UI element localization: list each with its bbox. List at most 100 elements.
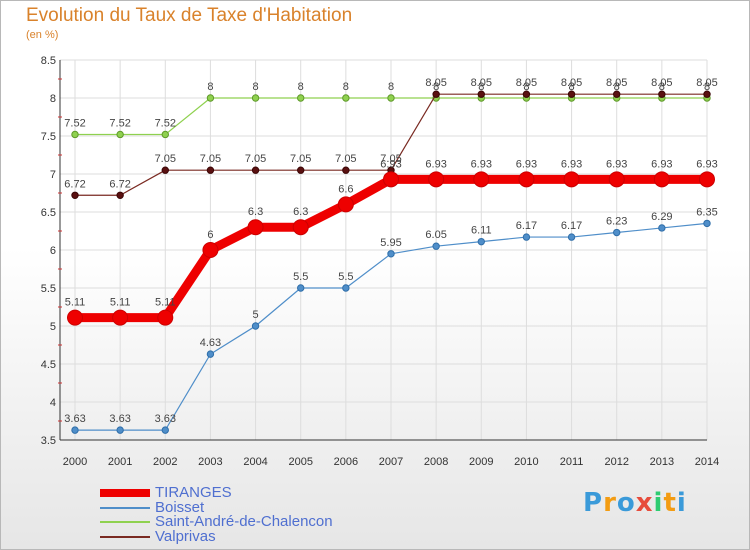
chart-title: Evolution du Taux de Taxe d'Habitation bbox=[26, 5, 353, 26]
data-label-tiranges: 6.93 bbox=[696, 158, 717, 170]
logo-letter: o bbox=[616, 488, 636, 518]
y-tick-label: 6 bbox=[50, 245, 56, 257]
y-tick-label: 5.5 bbox=[41, 283, 56, 295]
data-label-saint-andre: 7.52 bbox=[155, 117, 176, 129]
data-label-boisset: 6.17 bbox=[561, 220, 582, 232]
data-point-tiranges bbox=[67, 309, 83, 326]
data-label-tiranges: 6.3 bbox=[248, 206, 263, 218]
data-label-tiranges: 6.93 bbox=[425, 158, 446, 170]
x-tick-label: 2008 bbox=[424, 456, 448, 468]
x-tick-label: 2000 bbox=[63, 456, 87, 468]
data-point-boisset bbox=[522, 233, 531, 241]
data-point-tiranges bbox=[653, 171, 670, 188]
data-point-tiranges bbox=[699, 171, 715, 188]
data-label-valprivas: 7.05 bbox=[245, 153, 266, 165]
data-point-boisset bbox=[477, 237, 485, 246]
data-label-valprivas: 8.05 bbox=[696, 77, 717, 89]
data-point-boisset bbox=[387, 250, 395, 258]
y-tick-label: 4 bbox=[50, 397, 56, 409]
data-label-saint-andre: 8 bbox=[343, 81, 349, 93]
data-point-valprivas bbox=[161, 166, 169, 174]
data-point-valprivas bbox=[658, 90, 666, 98]
data-label-saint-andre: 8 bbox=[659, 81, 665, 93]
data-label-boisset: 5.95 bbox=[380, 237, 401, 249]
data-label-valprivas: 8.05 bbox=[425, 77, 446, 89]
data-label-tiranges: 6.93 bbox=[516, 158, 537, 170]
data-point-boisset bbox=[703, 219, 711, 228]
data-label-boisset: 5.5 bbox=[338, 271, 353, 283]
data-label-saint-andre: 8 bbox=[478, 81, 484, 93]
data-point-tiranges bbox=[383, 171, 399, 188]
data-label-tiranges: 6 bbox=[207, 229, 213, 241]
data-point-saint-andre bbox=[297, 94, 305, 102]
logo-letter: t bbox=[663, 488, 677, 518]
data-point-tiranges bbox=[608, 171, 625, 188]
data-point-valprivas bbox=[477, 90, 485, 98]
data-label-saint-andre: 8 bbox=[704, 81, 710, 93]
data-point-saint-andre bbox=[206, 94, 215, 102]
data-label-tiranges: 5.11 bbox=[110, 297, 131, 309]
data-point-boisset bbox=[251, 322, 260, 330]
x-tick-label: 2012 bbox=[604, 456, 628, 468]
data-label-valprivas: 8.05 bbox=[516, 77, 537, 89]
data-label-tiranges: 5.11 bbox=[65, 297, 86, 309]
logo-letter: i bbox=[653, 488, 664, 518]
data-label-saint-andre: 8 bbox=[523, 81, 529, 93]
data-label-valprivas: 7.05 bbox=[380, 153, 401, 165]
y-tick-label: 5 bbox=[50, 321, 56, 333]
x-tick-label: 2003 bbox=[198, 456, 222, 468]
data-label-saint-andre: 8 bbox=[388, 81, 394, 93]
data-label-tiranges: 6.93 bbox=[380, 158, 401, 170]
data-label-valprivas: 7.05 bbox=[200, 153, 221, 165]
data-point-boisset bbox=[432, 242, 440, 250]
data-point-valprivas bbox=[567, 90, 576, 98]
y-tick-label: 6.5 bbox=[41, 207, 56, 219]
x-tick-label: 2010 bbox=[514, 456, 538, 468]
x-tick-label: 2009 bbox=[469, 456, 493, 468]
legend-swatch-valprivas bbox=[100, 535, 150, 538]
data-point-tiranges bbox=[473, 171, 490, 188]
data-label-valprivas: 7.05 bbox=[335, 153, 356, 165]
data-label-boisset: 6.29 bbox=[651, 211, 672, 223]
logo-letter: i bbox=[676, 488, 687, 518]
y-tick-label: 7 bbox=[50, 169, 56, 181]
y-tick-label: 7.5 bbox=[41, 131, 56, 143]
x-tick-label: 2011 bbox=[560, 456, 584, 468]
data-label-tiranges: 6.93 bbox=[471, 158, 492, 170]
data-label-tiranges: 6.93 bbox=[651, 158, 672, 170]
data-point-tiranges bbox=[563, 171, 580, 188]
data-point-valprivas bbox=[703, 90, 711, 98]
x-tick-label: 2013 bbox=[650, 456, 674, 468]
data-label-tiranges: 6.93 bbox=[606, 158, 627, 170]
data-label-boisset: 6.35 bbox=[696, 206, 717, 218]
data-point-boisset bbox=[161, 426, 169, 434]
legend-label-valprivas: Valprivas bbox=[155, 527, 216, 545]
logo-letter: r bbox=[603, 488, 617, 518]
data-label-boisset: 3.63 bbox=[64, 413, 85, 425]
data-point-tiranges bbox=[518, 171, 535, 188]
data-label-boisset: 5.5 bbox=[293, 271, 308, 283]
proxiti-logo: Proxiti bbox=[583, 488, 687, 518]
data-label-valprivas: 7.05 bbox=[155, 153, 176, 165]
data-point-valprivas bbox=[297, 166, 305, 174]
data-point-boisset bbox=[71, 426, 79, 434]
data-label-valprivas: 6.72 bbox=[109, 178, 130, 190]
data-label-valprivas: 8.05 bbox=[561, 77, 582, 89]
data-point-boisset bbox=[297, 284, 305, 292]
x-tick-label: 2007 bbox=[379, 456, 403, 468]
y-tick-label: 8 bbox=[50, 93, 56, 105]
data-label-valprivas: 8.05 bbox=[471, 77, 492, 89]
y-tick-label: 4.5 bbox=[41, 359, 56, 371]
y-tick-label: 3.5 bbox=[41, 435, 56, 447]
data-point-tiranges bbox=[202, 242, 219, 258]
legend-label-tiranges: TIRANGES bbox=[155, 484, 232, 501]
y-tick-label: 8.5 bbox=[41, 55, 56, 67]
data-point-valprivas bbox=[342, 166, 350, 174]
data-point-boisset bbox=[116, 426, 124, 434]
data-label-valprivas: 6.72 bbox=[64, 178, 85, 190]
x-tick-label: 2002 bbox=[153, 456, 177, 468]
data-point-valprivas bbox=[116, 191, 124, 199]
data-label-valprivas: 8.05 bbox=[651, 77, 672, 89]
x-tick-label: 2004 bbox=[243, 456, 267, 468]
